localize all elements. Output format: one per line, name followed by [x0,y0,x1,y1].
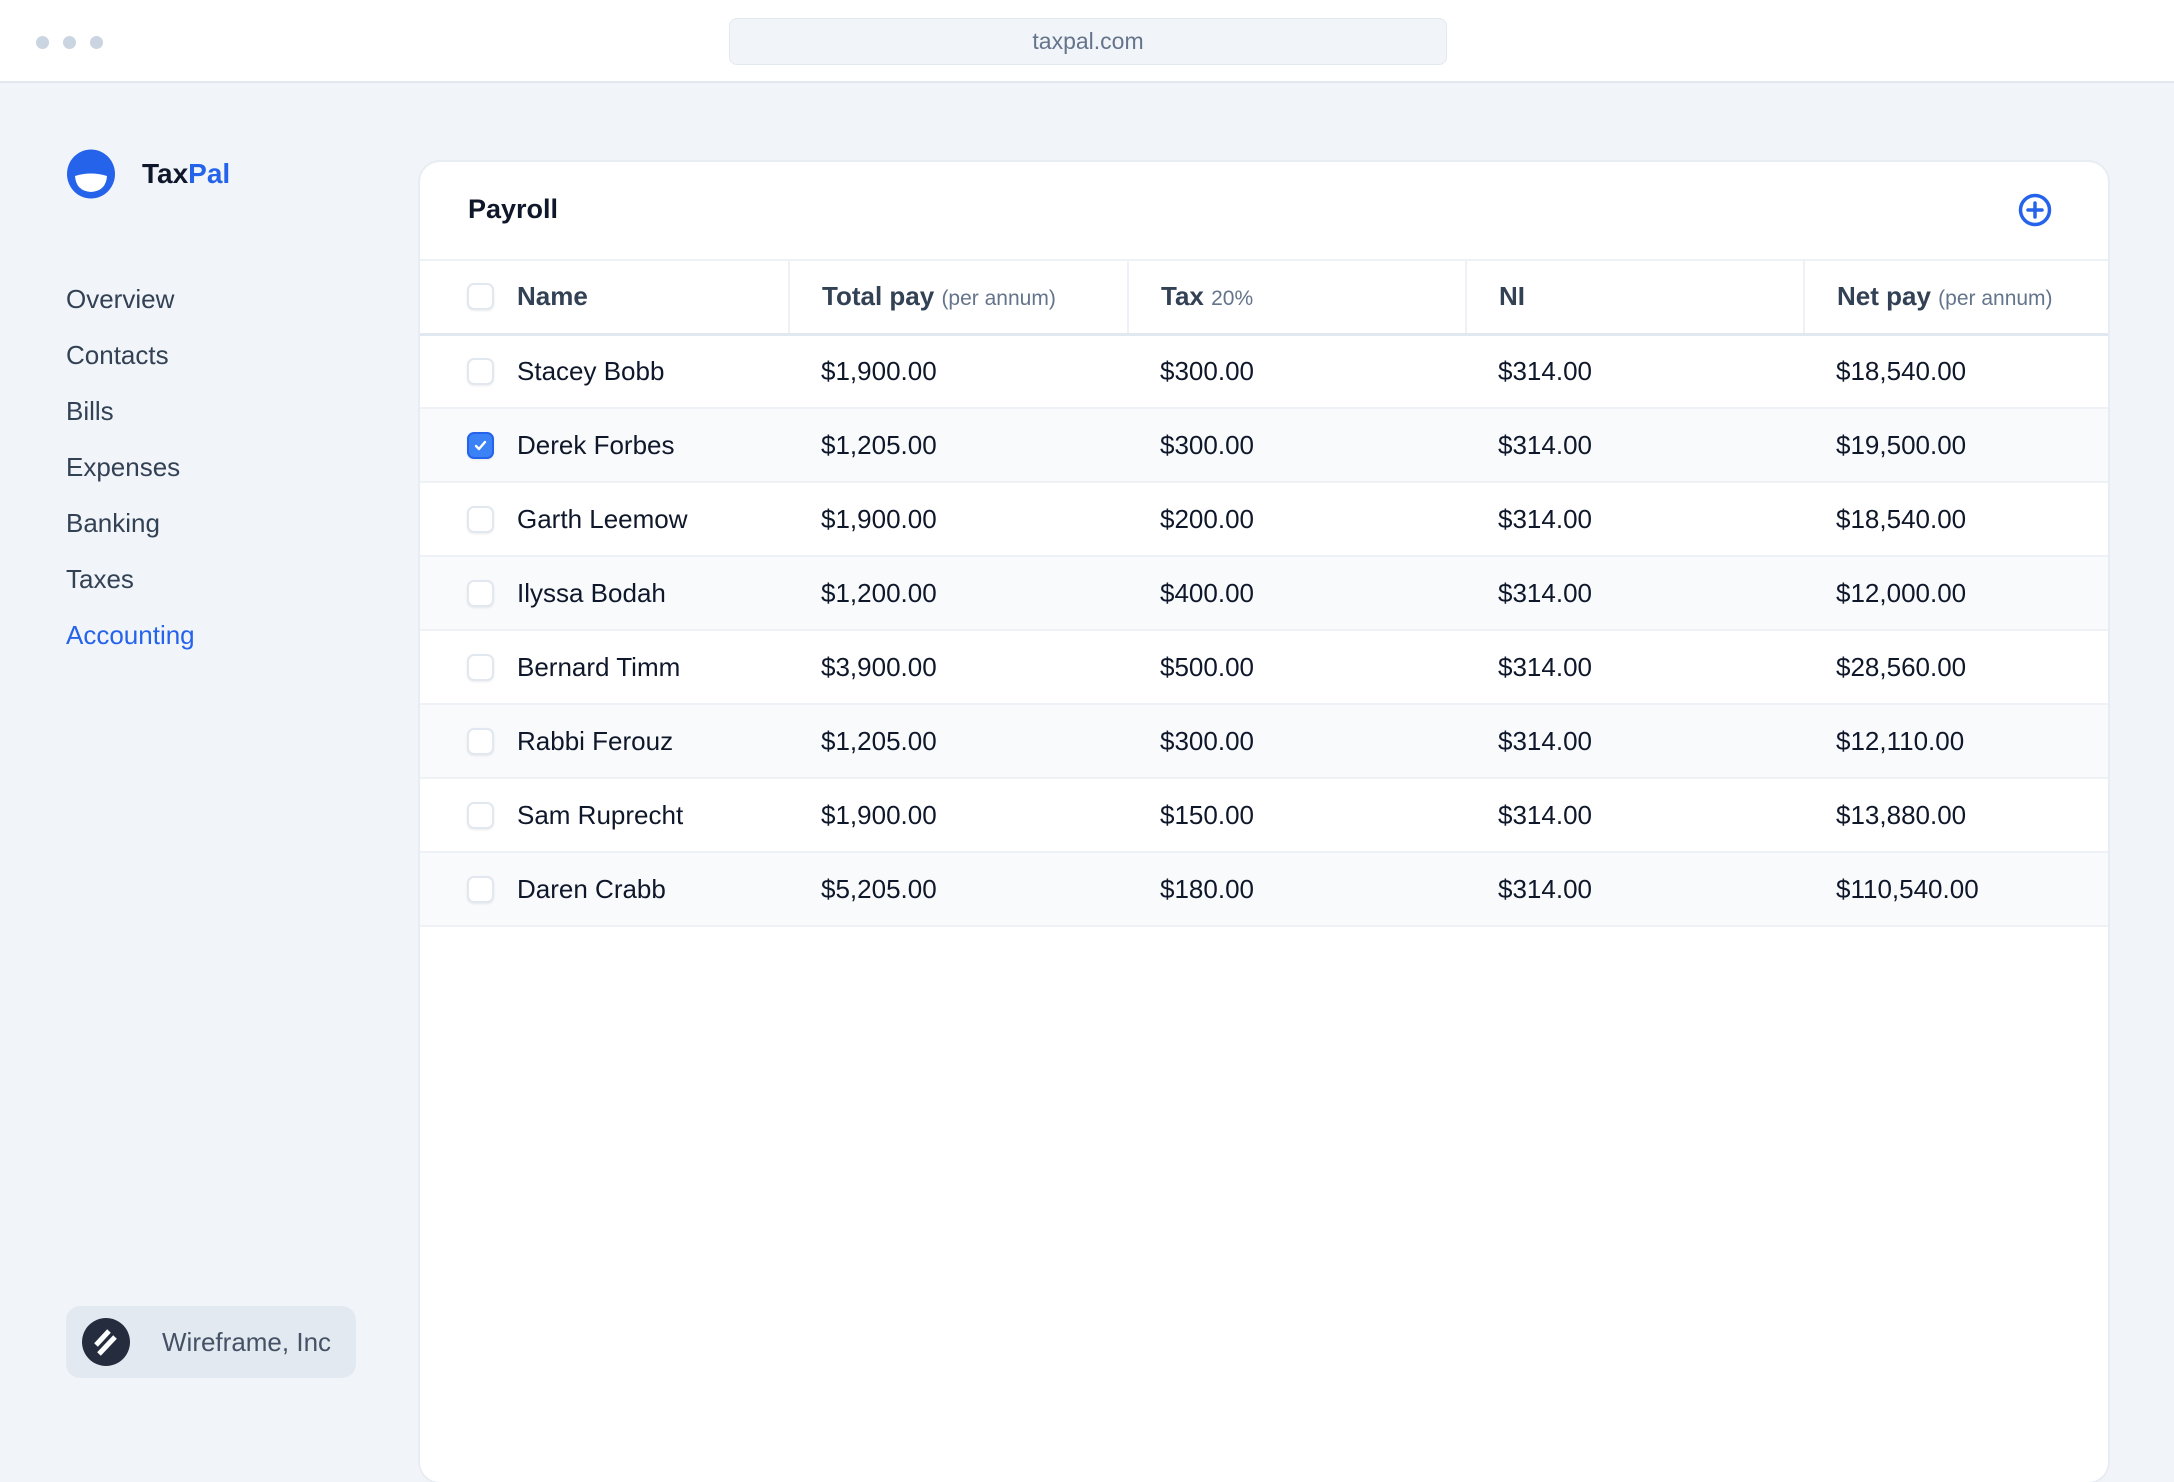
total-pay-cell: $1,200.00 [789,556,1128,631]
total-pay-cell: $5,205.00 [789,852,1128,927]
employee-name: Bernard Timm [517,651,681,682]
row-checkbox[interactable] [467,801,494,829]
table-row[interactable]: Stacey Bobb $1,900.00 $300.00 $314.00 $18,54… [420,334,2108,409]
tax-cell: $300.00 [1128,408,1466,483]
window-dot-icon [90,36,103,49]
tax-cell: $200.00 [1128,482,1466,557]
employee-name: Ilyssa Bodah [517,577,666,608]
net-pay-cell: $12,000.00 [1804,556,2108,631]
tax-cell: $400.00 [1128,556,1466,631]
column-header-tax: Tax 20% [1127,259,1466,336]
address-bar[interactable]: taxpal.com [729,18,1447,65]
total-pay-cell: $1,205.00 [789,704,1128,779]
net-pay-cell: $12,110.00 [1804,704,2108,779]
ni-cell: $314.00 [1466,482,1804,557]
select-all-checkbox[interactable] [467,283,494,311]
net-pay-cell: $110,540.00 [1804,852,2108,927]
column-header-name: Name [420,259,789,336]
employee-name: Derek Forbes [517,429,675,460]
wireframe-logo-icon [82,1318,130,1366]
employee-name: Garth Leemow [517,503,688,534]
row-checkbox[interactable] [467,653,494,681]
total-pay-cell: $1,900.00 [789,778,1128,853]
table-row[interactable]: Ilyssa Bodah $1,200.00 $400.00 $314.00 $12,0… [420,556,2108,631]
sidebar-item-contacts[interactable]: Contacts [66,340,169,370]
table-row[interactable]: Bernard Timm $3,900.00 $500.00 $314.00 $28,5… [420,630,2108,705]
column-label: Net pay [1837,281,1931,312]
net-pay-cell: $18,540.00 [1804,334,2108,409]
tax-cell: $500.00 [1128,630,1466,705]
row-checkbox[interactable] [467,579,494,607]
sidebar-item-accounting[interactable]: Accounting [66,620,195,650]
check-icon [474,440,487,450]
taxpal-logo-icon [67,149,115,199]
ni-cell: $314.00 [1466,334,1804,409]
payroll-panel: Payroll Name Total pay (per annum) Tax 20%… [420,162,2108,1482]
table-row[interactable]: Derek Forbes $1,205.00 $300.00 $314.00 $19,5… [420,408,2108,483]
net-pay-cell: $13,880.00 [1804,778,2108,853]
tax-cell: $180.00 [1128,852,1466,927]
table-row[interactable]: Garth Leemow $1,900.00 $200.00 $314.00 $18,5… [420,482,2108,557]
row-checkbox[interactable] [467,505,494,533]
tax-cell: $300.00 [1128,704,1466,779]
column-label: Name [517,281,588,312]
ni-cell: $314.00 [1466,704,1804,779]
brand-name: TaxPal [142,158,231,189]
sidebar-item-bills[interactable]: Bills [66,396,114,426]
net-pay-cell: $28,560.00 [1804,630,2108,705]
sidebar-item-overview[interactable]: Overview [66,284,175,314]
row-checkbox[interactable] [467,727,494,755]
column-sublabel: (per annum) [941,287,1056,311]
table-row[interactable]: Rabbi Ferouz $1,205.00 $300.00 $314.00 $12,1… [420,704,2108,779]
window-dot-icon [36,36,49,49]
total-pay-cell: $3,900.00 [789,630,1128,705]
row-checkbox[interactable] [467,431,494,459]
employee-name: Daren Crabb [517,873,666,904]
column-sublabel: 20% [1211,287,1254,311]
total-pay-cell: $1,900.00 [789,334,1128,409]
ni-cell: $314.00 [1466,630,1804,705]
column-label: Total pay [822,281,935,312]
logo[interactable]: TaxPal [66,149,230,199]
ni-cell: $314.00 [1466,556,1804,631]
table-row[interactable]: Daren Crabb $5,205.00 $180.00 $314.00 $110,5… [420,852,2108,927]
ni-cell: $314.00 [1466,408,1804,483]
column-header-ni: NI [1465,259,1804,336]
column-sublabel: (per annum) [1938,287,2053,311]
total-pay-cell: $1,900.00 [789,482,1128,557]
row-checkbox[interactable] [467,875,494,903]
sidebar-item-expenses[interactable]: Expenses [66,452,181,482]
column-label: Tax [1161,281,1204,312]
sidebar-item-banking[interactable]: Banking [66,508,160,538]
column-label: NI [1499,281,1525,312]
browser-bar: taxpal.com [0,0,2174,83]
page-title: Payroll [468,194,559,224]
total-pay-cell: $1,205.00 [789,408,1128,483]
tax-cell: $150.00 [1128,778,1466,853]
row-checkbox[interactable] [467,357,494,385]
ni-cell: $314.00 [1466,778,1804,853]
payroll-table: Name Total pay (per annum) Tax 20% NI Net pa… [420,259,2108,927]
ni-cell: $314.00 [1466,852,1804,927]
sidebar-nav: Overview Contacts Bills Expenses Banking Taxe… [66,280,195,672]
plus-circle-icon[interactable] [2017,192,2053,228]
column-header-net-pay: Net pay (per annum) [1803,259,2108,336]
net-pay-cell: $19,500.00 [1804,408,2108,483]
employee-name: Sam Ruprecht [517,799,684,830]
column-header-total-pay: Total pay (per annum) [788,259,1128,336]
sidebar-item-taxes[interactable]: Taxes [66,564,134,594]
org-name: Wireframe, Inc [162,1326,332,1357]
window-dot-icon [63,36,76,49]
tax-cell: $300.00 [1128,334,1466,409]
org-switcher[interactable]: Wireframe, Inc [66,1306,356,1378]
table-row[interactable]: Sam Ruprecht $1,900.00 $150.00 $314.00 $13,8… [420,778,2108,853]
employee-name: Rabbi Ferouz [517,725,674,756]
net-pay-cell: $18,540.00 [1804,482,2108,557]
employee-name: Stacey Bobb [517,355,665,386]
